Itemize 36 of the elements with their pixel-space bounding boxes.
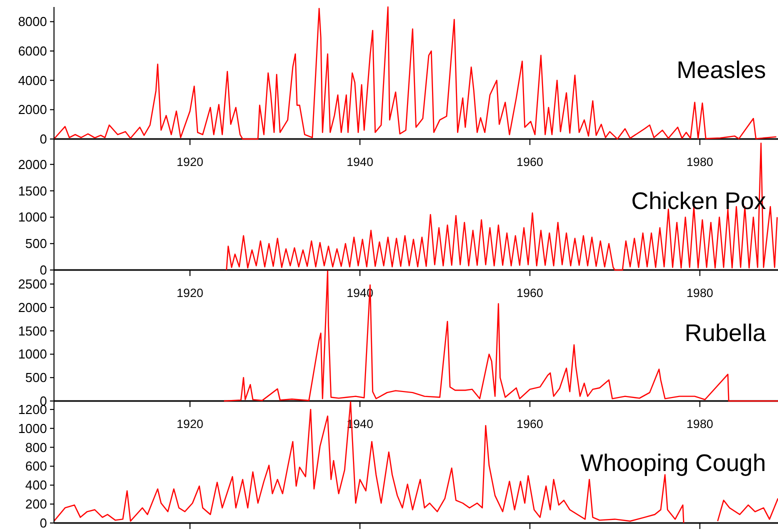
- y-tick-label: 1000: [18, 420, 47, 436]
- x-tick-label: 1980: [686, 155, 714, 169]
- x-tick-label: 1960: [516, 286, 544, 300]
- y-tick-label: 2000: [18, 300, 47, 315]
- y-tick-label: 2000: [18, 156, 47, 172]
- y-tick-label: 1000: [18, 346, 47, 362]
- y-tick-label: 8000: [18, 14, 47, 30]
- x-tick-label: 1920: [176, 286, 204, 300]
- y-tick-label: 0: [40, 262, 47, 278]
- y-tick-label: 600: [25, 458, 47, 474]
- x-tick-label: 1960: [516, 417, 544, 431]
- y-tick-label: 4000: [18, 72, 47, 88]
- y-tick-label: 2500: [18, 276, 47, 292]
- y-tick-label: 1000: [18, 210, 47, 225]
- text: Rubella: [684, 320, 767, 347]
- y-tick-label: 200: [25, 496, 47, 512]
- y-tick-label: 0: [40, 132, 47, 146]
- text: Whooping Cough: [580, 450, 766, 477]
- y-tick-label: 500: [25, 370, 47, 386]
- x-tick-label: 1920: [176, 417, 204, 431]
- y-tick-label: 800: [25, 440, 47, 455]
- y-tick-label: 1500: [18, 323, 47, 338]
- y-tick-label: 400: [25, 478, 47, 493]
- x-tick-label: 1960: [516, 155, 544, 169]
- line-series: [223, 270, 778, 402]
- y-tick-label: 2000: [18, 102, 47, 118]
- x-tick-label: 1920: [176, 155, 204, 169]
- y-tick-label: 6000: [18, 44, 47, 58]
- y-tick-label: 0: [40, 516, 47, 530]
- line-series: [226, 142, 778, 271]
- x-tick-label: 1980: [686, 286, 714, 300]
- y-tick-label: 500: [25, 236, 47, 252]
- x-tick-label: 1940: [346, 155, 374, 169]
- y-tick-label: 1500: [18, 183, 47, 198]
- x-tick-label: 1980: [686, 417, 714, 431]
- text: Measles: [676, 57, 766, 84]
